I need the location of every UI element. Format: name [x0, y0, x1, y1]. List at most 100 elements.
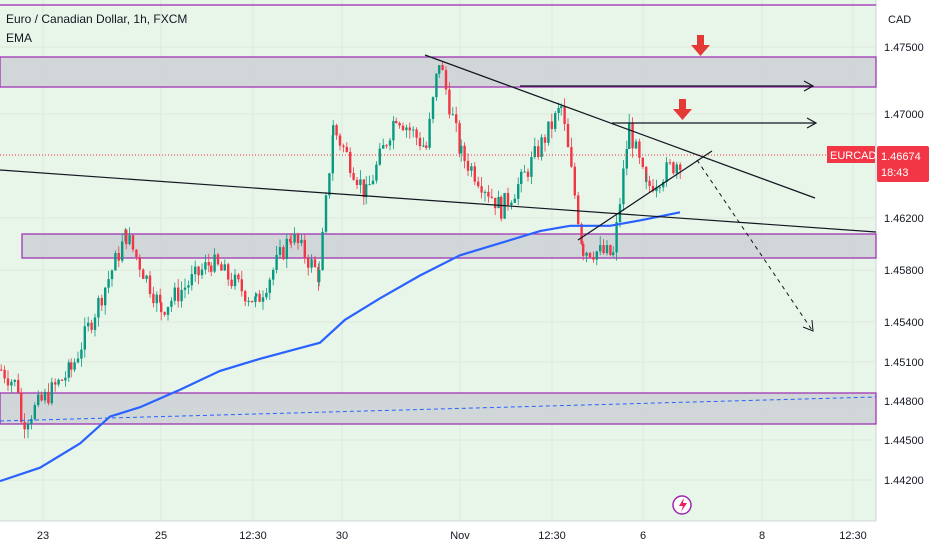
- time-tick-label: 8: [759, 530, 765, 542]
- price-tick-label: 1.45400: [884, 317, 924, 329]
- candle-body: [506, 193, 510, 205]
- candle-body: [328, 173, 331, 196]
- candle-body: [592, 257, 595, 260]
- chart-legend[interactable]: Euro / Canadian Dollar, 1h, FXCM EMA: [6, 10, 187, 48]
- candle-body: [342, 145, 345, 147]
- candle-body: [3, 369, 6, 379]
- candle-body: [90, 322, 93, 330]
- candle-body: [513, 198, 516, 203]
- symbol-badge-text: EURCAD: [830, 150, 877, 162]
- candle-body: [365, 184, 368, 198]
- candle-body: [338, 135, 342, 146]
- price-tick-label: 1.47500: [884, 42, 924, 54]
- candle-body: [138, 257, 141, 270]
- candle-body: [612, 252, 615, 256]
- candle-body: [662, 181, 665, 188]
- candle-body: [345, 146, 348, 152]
- price-tick-label: 1.46200: [884, 213, 924, 225]
- candle-body: [570, 147, 573, 167]
- candle-body: [577, 195, 580, 225]
- candle-body: [30, 419, 33, 425]
- candle-body: [618, 204, 622, 222]
- symbol-title[interactable]: Euro / Canadian Dollar, 1h, FXCM: [6, 12, 188, 26]
- candle-body: [405, 127, 408, 131]
- down-arrow-icon: [673, 99, 692, 120]
- candle-body: [658, 187, 661, 189]
- candle-body: [460, 145, 463, 154]
- candle-body: [290, 241, 293, 243]
- candle-body: [438, 65, 441, 74]
- candle-body: [70, 362, 73, 370]
- candle-body: [107, 279, 110, 288]
- candle-body: [17, 379, 20, 393]
- candle-body: [318, 270, 321, 282]
- candle-body: [183, 287, 187, 290]
- candle-body: [13, 379, 16, 382]
- candle-body: [244, 291, 247, 302]
- candle-body: [204, 262, 207, 270]
- candle-body: [641, 157, 644, 167]
- candle-body: [37, 394, 40, 405]
- candle-body: [10, 381, 13, 386]
- lightning-icon[interactable]: [672, 495, 692, 515]
- price-tick-label: 1.44500: [884, 435, 924, 447]
- candle-body: [321, 231, 324, 271]
- candle-body: [250, 300, 254, 303]
- candle-body: [268, 279, 271, 293]
- trend-lines[interactable]: [0, 54, 877, 241]
- candle-body: [352, 173, 355, 180]
- candle-body: [216, 254, 220, 265]
- candle-body: [152, 293, 155, 304]
- price-axis-area[interactable]: [876, 0, 932, 550]
- candle-body: [117, 253, 120, 261]
- candle-body: [258, 293, 261, 302]
- candle-body: [26, 424, 30, 430]
- candle-body: [110, 270, 114, 280]
- candle-body: [349, 151, 352, 173]
- candle-body: [679, 164, 682, 171]
- candle-body: [487, 191, 490, 197]
- candle-body: [441, 65, 444, 71]
- candle-body: [145, 275, 148, 279]
- candle-body: [517, 184, 520, 199]
- candle-body: [155, 294, 158, 304]
- triangle-lower-trendline: [577, 150, 713, 241]
- time-tick-label: 6: [640, 530, 646, 542]
- candle-body: [455, 114, 458, 124]
- candle-body: [520, 171, 523, 184]
- projection-arrow[interactable]: [696, 159, 814, 332]
- candle-body: [510, 202, 513, 206]
- price-axis-ticks: 1.47500 1.47000 1.46200 1.45800 1.45400 1.451…: [884, 42, 924, 487]
- candle-body: [331, 135, 334, 174]
- candle-body: [425, 145, 428, 148]
- candle-body: [398, 123, 401, 126]
- bar-countdown: 18:43: [881, 167, 909, 179]
- candle-body: [278, 247, 282, 255]
- candle-body: [166, 306, 170, 315]
- candle-body: [67, 362, 70, 378]
- candle-body: [33, 405, 36, 419]
- candle-body: [648, 180, 651, 186]
- candle-body: [368, 184, 371, 186]
- time-tick-label: 23: [37, 530, 49, 542]
- candle-body: [73, 362, 76, 370]
- sell-arrow-markers[interactable]: [673, 35, 710, 120]
- candle-body: [240, 279, 243, 292]
- time-axis-area[interactable]: [0, 521, 876, 550]
- candle-body: [131, 235, 135, 250]
- candle-body: [605, 245, 609, 254]
- candle-body: [87, 322, 90, 327]
- last-price-badge[interactable]: EURCAD 1.46674 18:43: [827, 146, 929, 182]
- candle-body: [392, 121, 395, 141]
- indicator-label[interactable]: EMA: [6, 31, 33, 45]
- candle-body: [307, 258, 310, 268]
- currency-label: CAD: [888, 14, 911, 26]
- supply-demand-zones[interactable]: [0, 4, 877, 425]
- candle-body: [533, 146, 536, 157]
- candlesticks[interactable]: [0, 62, 682, 439]
- ema-line[interactable]: [0, 211, 681, 483]
- candle-body: [57, 379, 60, 385]
- dashed-trend-line[interactable]: [0, 396, 877, 422]
- candle-body: [128, 235, 131, 245]
